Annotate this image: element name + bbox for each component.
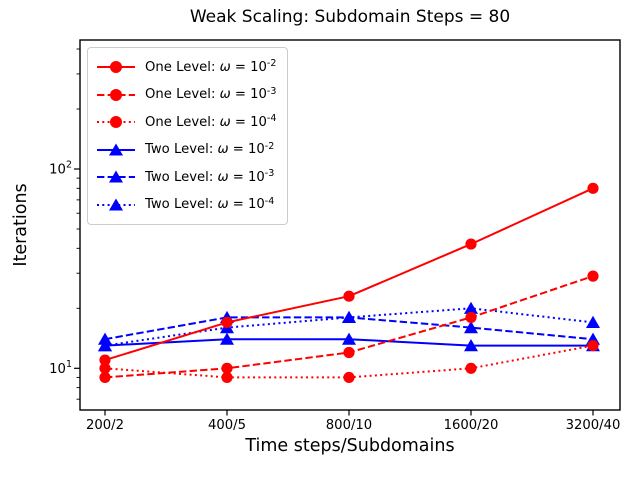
series-marker-1 [465,311,477,324]
legend-label: Two Level: ω = 10-2 [145,140,275,158]
series-marker-2 [343,371,355,384]
series-marker-4 [464,321,478,334]
series-marker-2 [465,362,477,374]
series-marker-3 [220,332,234,345]
x-tick-label: 400/5 [208,418,246,433]
legend-glyph-circle-icon [97,61,135,73]
x-tick-label: 3200/40 [566,418,621,433]
x-tick-label: 1600/20 [444,418,499,433]
legend-glyph-triangle-icon [97,170,135,183]
series-marker-1 [221,362,233,374]
series-marker-5 [586,315,600,328]
legend-glyph-circle-icon [97,116,135,128]
legend-box: One Level: ω = 10-2 One Level: ω = 10-3 On… [87,47,289,225]
legend-label: Two Level: ω = 10-4 [145,195,275,213]
series-marker-5 [98,338,112,352]
legend-label: One Level: ω = 10-3 [145,85,277,103]
series-marker-2 [221,371,233,384]
series-marker-0 [343,290,355,302]
series-marker-5 [464,301,478,314]
legend-item: One Level: ω = 10-4 [96,111,276,133]
series-marker-2 [587,339,599,352]
legend-item: Two Level: ω = 10-4 [96,194,276,216]
series-marker-1 [99,371,111,384]
y-axis-label: Iterations [11,183,31,267]
series-marker-3 [464,338,478,352]
series-marker-5 [342,310,356,324]
series-marker-0 [587,182,599,194]
legend-glyph-triangle-icon [97,143,135,155]
legend-label: Two Level: ω = 10-3 [145,168,275,185]
x-tick-label: 800/10 [326,418,372,433]
series-marker-1 [343,346,355,359]
legend-item: One Level: ω = 10-2 [96,56,276,78]
legend-glyph-circle-icon [97,88,135,101]
legend-item: Two Level: ω = 10-2 [96,139,276,161]
x-axis-label: Time steps/Subdomains [245,436,455,456]
legend-glyph-triangle-icon [97,198,135,210]
series-marker-0 [465,238,477,250]
x-tick-label: 200/2 [86,418,124,433]
series-marker-0 [221,316,233,328]
series-marker-4 [98,332,112,345]
legend-item: One Level: ω = 10-3 [96,84,276,106]
series-marker-1 [587,270,599,282]
legend-item: Two Level: ω = 10-3 [96,166,276,188]
y-tick-label: 102 [49,160,72,178]
series-marker-0 [99,354,111,366]
series-marker-2 [99,362,111,374]
axes-spines [79,39,621,411]
series-marker-3 [342,332,356,345]
legend-label: One Level: ω = 10-2 [145,58,277,75]
chart-title: Weak Scaling: Subdomain Steps = 80 [189,7,511,27]
legend-label: One Level: ω = 10-4 [145,113,277,130]
y-tick-label: 101 [49,359,72,377]
